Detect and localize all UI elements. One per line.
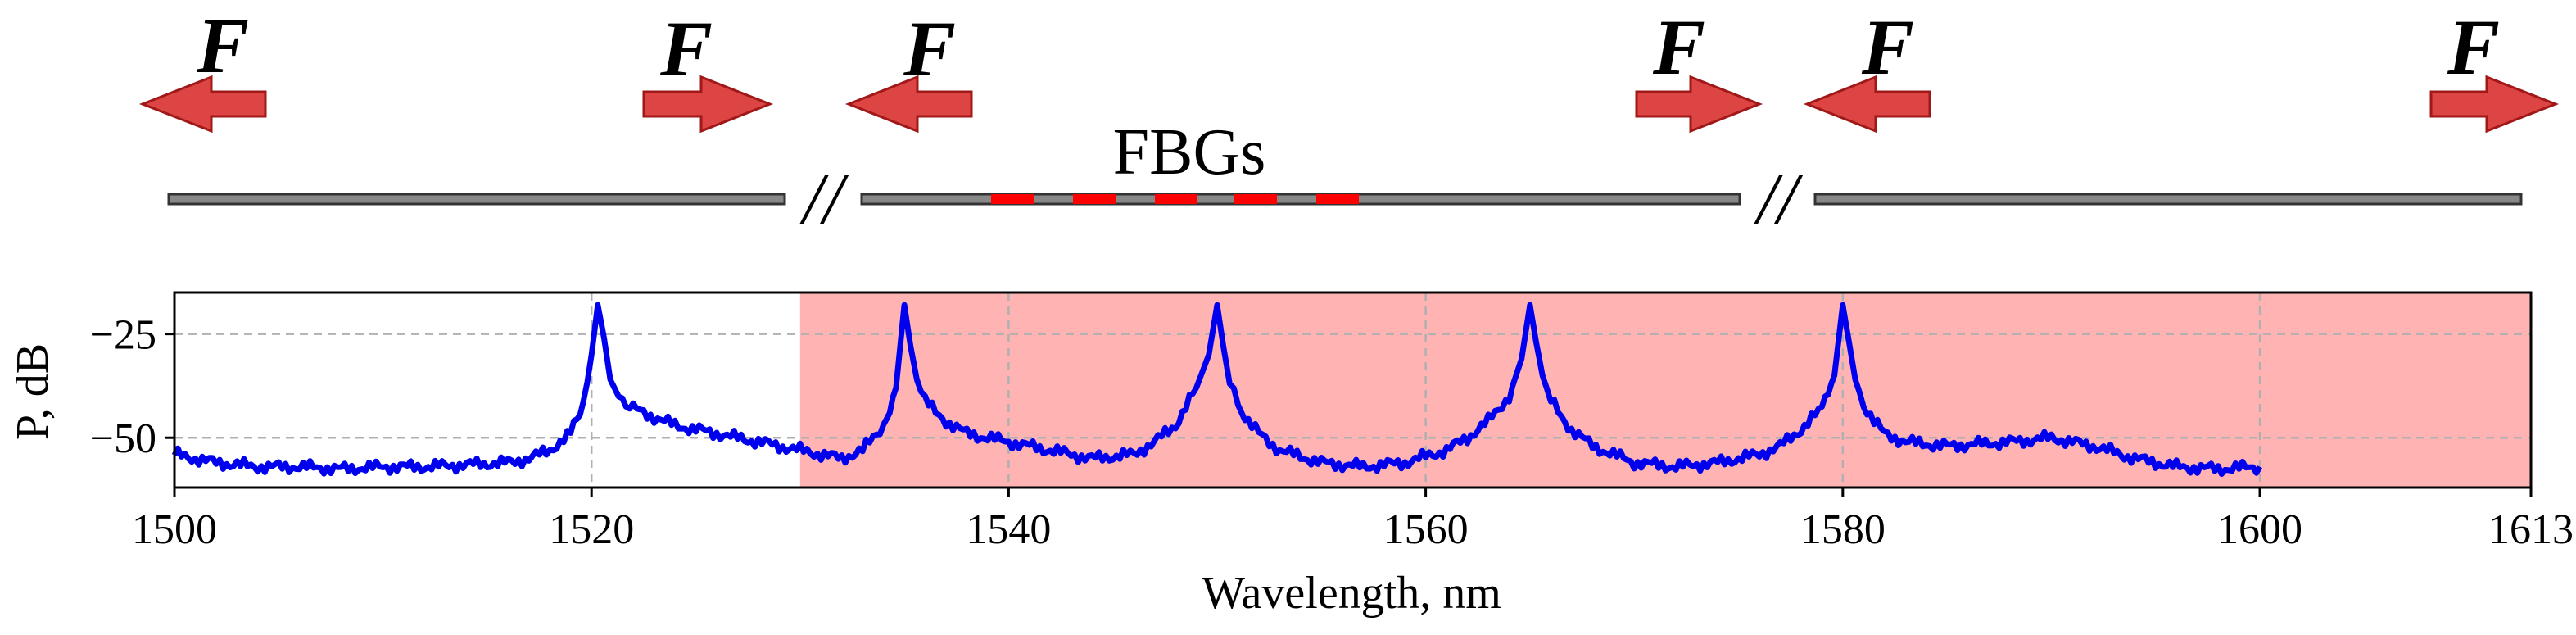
x-tick-label: 1520 (549, 506, 634, 553)
force-label: F (659, 5, 713, 93)
x-tick-label: 1500 (132, 506, 217, 553)
force-label: F (2447, 3, 2500, 91)
force-arrow-left-icon (138, 75, 267, 134)
y-axis-label: P, dB (7, 343, 58, 440)
fiber-segment-right (1813, 193, 2523, 206)
force-arrow-left-icon (1803, 75, 1931, 134)
fbg-grating (991, 194, 1034, 204)
series-line-spectrum (171, 302, 2263, 477)
y-tick-label: −50 (90, 415, 156, 462)
spectrum-chart: 1500 1520 1540 1560 1580 1600 1613 −25 −50 Wavel… (7, 291, 2574, 619)
shaded-region (799, 293, 2532, 488)
force-label: F (196, 2, 249, 89)
y-tick-label: −25 (90, 312, 156, 359)
force-arrow-right-icon (642, 75, 774, 134)
break-mark-right: // (1754, 160, 1804, 239)
fbg-label: FBGs (1113, 116, 1266, 188)
axis-ticks: 1500 1520 1540 1560 1580 1600 1613 −25 −50 (90, 312, 2574, 553)
force-arrow-left-icon (844, 75, 973, 134)
fbg-grating (1073, 194, 1116, 204)
x-axis-label: Wavelength, nm (1202, 568, 1501, 619)
x-tick-label: 1580 (1800, 506, 1886, 553)
fiber-segment-left (167, 193, 786, 206)
fbg-grating (1316, 194, 1359, 204)
fbg-grating (1155, 194, 1197, 204)
break-mark-left: // (799, 160, 849, 239)
plot-frame (173, 291, 2533, 489)
x-tick-label: 1613 (2488, 506, 2574, 553)
force-label: F (903, 5, 956, 93)
force-label: F (1861, 3, 1914, 91)
fiber-diagram: FBGs // // F F F F F F (138, 2, 2560, 239)
fbg-grating (1234, 194, 1277, 204)
x-tick-label: 1600 (2217, 506, 2302, 553)
x-tick-label: 1560 (1383, 506, 1469, 553)
force-label: F (1652, 3, 1705, 91)
x-tick-label: 1540 (966, 506, 1051, 553)
force-arrow-right-icon (1635, 75, 1763, 134)
force-arrow-right-icon (2429, 75, 2560, 134)
